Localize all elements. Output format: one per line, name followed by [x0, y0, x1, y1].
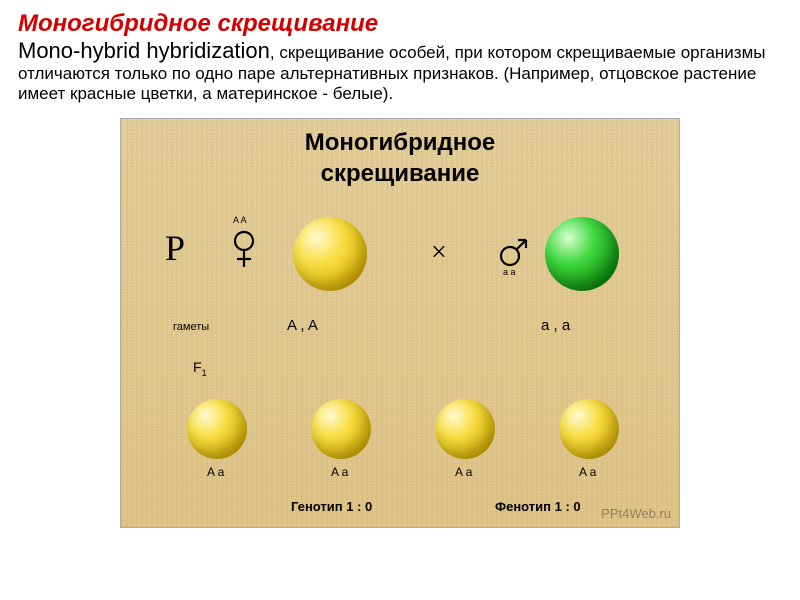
phenotype-ratio: Фенотип 1 : 0	[495, 499, 581, 514]
f1-label: F1	[193, 359, 207, 378]
f1-letter: F	[193, 359, 202, 375]
female-gametes: A , A	[287, 317, 318, 334]
diagram-panel: Моногибридное скрещивание P A A × a a га…	[120, 118, 680, 528]
diagram-title-line1: Моногибридное	[305, 129, 496, 156]
male-gametes: a , a	[541, 317, 570, 334]
male-genotype-label: a a	[503, 267, 516, 277]
parents-label: P	[165, 227, 185, 269]
offspring-genotype: A a	[207, 465, 224, 479]
offspring-genotype: A a	[455, 465, 472, 479]
watermark: PPt4Web.ru	[601, 506, 671, 521]
female-genotype-label: A A	[233, 215, 247, 225]
offspring-sphere	[435, 399, 495, 459]
offspring-sphere	[311, 399, 371, 459]
page-title: Моногибридное скрещивание	[18, 10, 378, 37]
gametes-label: гаметы	[173, 321, 209, 333]
diagram-title: Моногибридное скрещивание	[121, 119, 679, 189]
cross-symbol: ×	[431, 237, 447, 269]
offspring-genotype: A a	[579, 465, 596, 479]
page-subtitle: Mono-hybrid hybridization	[18, 38, 270, 63]
diagram-title-line2: скрещивание	[321, 160, 480, 187]
offspring-sphere	[559, 399, 619, 459]
genotype-ratio: Генотип 1 : 0	[291, 499, 372, 514]
female-parent-sphere	[293, 217, 367, 291]
male-parent-sphere	[545, 217, 619, 291]
f1-subscript: 1	[202, 368, 207, 378]
offspring-sphere	[187, 399, 247, 459]
female-symbol-icon	[229, 229, 259, 278]
offspring-genotype: A a	[331, 465, 348, 479]
